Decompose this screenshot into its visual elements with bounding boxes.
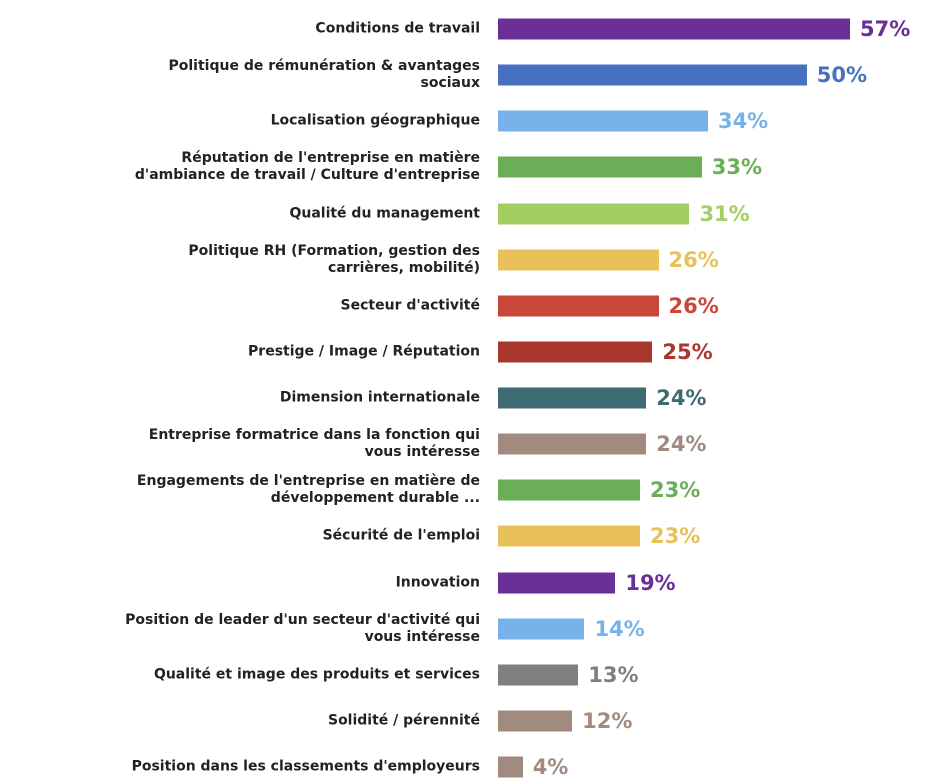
category-label: Conditions de travail: [315, 20, 480, 37]
value-label: 12%: [582, 708, 633, 733]
value-label: 26%: [668, 293, 719, 318]
value-label: 23%: [650, 478, 701, 503]
bar: [498, 664, 579, 686]
bar: [498, 433, 647, 455]
bar: [498, 479, 641, 501]
value-label: 14%: [594, 616, 645, 641]
category-label: Réputation de l'entreprise en matière d'…: [134, 150, 480, 184]
category-label: Sécurité de l'emploi: [322, 527, 480, 544]
category-label: Dimension internationale: [279, 389, 480, 406]
value-label: 25%: [662, 339, 713, 364]
bar: [498, 756, 523, 778]
value-label: 26%: [668, 247, 719, 272]
value-label: 24%: [656, 432, 707, 457]
bar: [498, 387, 647, 409]
category-label: Position de leader d'un secteur d'activi…: [125, 611, 480, 645]
bar: [498, 110, 708, 132]
category-label: Engagements de l'entreprise en matière d…: [136, 473, 480, 507]
bar: [498, 710, 573, 732]
value-label: 4%: [532, 755, 569, 779]
category-label: Solidité / pérennité: [327, 712, 480, 729]
value-label: 34%: [717, 109, 769, 134]
value-label: 13%: [588, 662, 639, 687]
bar: [498, 618, 585, 640]
category-label: Localisation géographique: [270, 112, 480, 129]
value-label: 33%: [711, 155, 763, 180]
category-label: Innovation: [395, 574, 480, 590]
bar: [498, 341, 653, 363]
category-label: Secteur d'activité: [340, 297, 480, 314]
bar: [498, 525, 641, 547]
category-label: Prestige / Image / Réputation: [248, 343, 480, 360]
bar: [498, 156, 702, 178]
value-label: 23%: [650, 524, 701, 549]
bar: [498, 64, 807, 86]
bar: [498, 18, 850, 40]
value-label: 19%: [625, 570, 676, 595]
value-label: 57%: [860, 17, 911, 41]
bar: [498, 295, 659, 317]
category-label: Politique RH (Formation, gestion des car…: [188, 242, 480, 276]
value-label: 24%: [656, 386, 707, 410]
category-label: Politique de rémunération & avantages so…: [168, 58, 481, 92]
bar: [498, 572, 616, 593]
bar: [498, 203, 690, 224]
value-label: 50%: [816, 63, 868, 88]
category-label: Qualité et image des produits et service…: [153, 666, 480, 683]
category-label: Qualité du management: [289, 205, 480, 221]
category-label: Position dans les classements d'employeu…: [131, 758, 480, 775]
category-label: Entreprise formatrice dans la fonction q…: [148, 427, 480, 461]
bar: [498, 249, 659, 271]
value-label: 31%: [699, 201, 750, 226]
